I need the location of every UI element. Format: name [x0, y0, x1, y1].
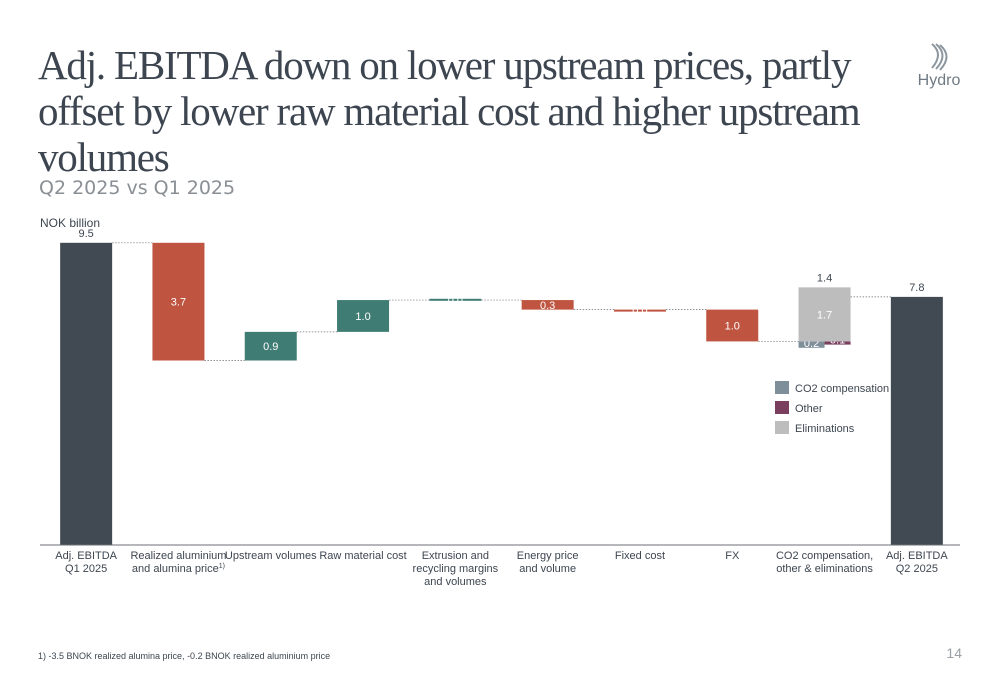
legend-swatch: [775, 401, 789, 414]
category-label: other & eliminations: [776, 563, 873, 575]
data-label: 0.0: [632, 306, 647, 318]
category-label: Adj. EBITDA: [55, 550, 117, 562]
data-label: 0.9: [263, 341, 278, 353]
category-label: Realized aluminium: [130, 550, 226, 562]
category-label: Fixed cost: [615, 550, 665, 562]
category-label: CO2 compensation,: [776, 550, 873, 562]
data-label: 1.7: [817, 309, 832, 321]
data-label: 1.0: [725, 321, 740, 333]
category-label: Extrusion and: [422, 550, 489, 562]
category-label: Energy price: [517, 550, 579, 562]
bar-other: [824, 341, 851, 345]
data-label: 7.8: [909, 282, 924, 294]
bar-increase: [429, 298, 482, 301]
data-label: 3.7: [171, 297, 186, 309]
legend-swatch: [775, 421, 789, 434]
page-number: 14: [946, 645, 962, 661]
bar-decrease: [706, 309, 759, 342]
data-label: 1.0: [355, 311, 370, 323]
hydro-logo-icon: [931, 43, 948, 71]
bar-co2-compensation: [798, 341, 825, 348]
legend-swatch: [775, 381, 789, 394]
bar-increase: [244, 331, 297, 361]
category-label: FX: [725, 550, 740, 562]
bar-total: [890, 296, 943, 545]
bar-increase: [337, 300, 390, 332]
category-label: Raw material cost: [319, 550, 406, 562]
data-label: 0.0: [448, 295, 463, 307]
category-label: and volumes: [424, 576, 487, 588]
data-label: 9.5: [79, 228, 94, 240]
category-label: Q1 2025: [65, 563, 107, 575]
bar-decrease: [613, 309, 666, 312]
legend-label: CO2 compensation: [795, 383, 889, 395]
chart-subtitle: Q2 2025 vs Q1 2025: [39, 177, 236, 199]
bar-decrease: [152, 242, 205, 361]
bar-eliminations: [798, 287, 851, 342]
category-label: Upstream volumes: [225, 550, 317, 562]
data-label: 0.3: [540, 300, 555, 312]
bar-decrease: [521, 300, 574, 310]
category-label: recycling margins: [413, 563, 499, 575]
total-label: 1.4: [817, 272, 832, 284]
page-title: Adj. EBITDA down on lower upstream price…: [38, 42, 861, 180]
category-label: Q2 2025: [896, 563, 938, 575]
hydro-logo-text: Hydro: [917, 72, 961, 89]
category-label: Adj. EBITDA: [886, 550, 948, 562]
category-label: and volume: [519, 563, 576, 575]
unit-label: NOK billion: [40, 216, 100, 230]
footnote-marker: 1): [219, 563, 225, 570]
category-label: and alumina price1): [132, 563, 225, 575]
footnote: 1) -3.5 BNOK realized alumina price, -0.…: [38, 651, 331, 661]
hydro-logo: Hydro: [914, 42, 964, 94]
bar-total: [60, 242, 113, 546]
legend-label: Other: [795, 403, 823, 415]
legend-label: Eliminations: [795, 423, 855, 435]
